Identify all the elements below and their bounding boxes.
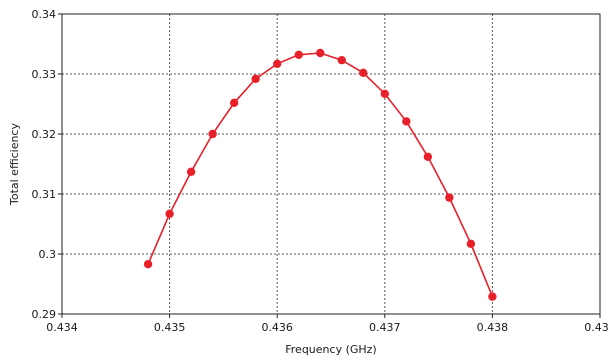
y-tick-label: 0.29 (32, 308, 57, 321)
data-point (251, 74, 260, 84)
data-point (229, 98, 239, 108)
y-axis-title: Total efficiency (8, 123, 21, 206)
x-tick-label: 0.434 (46, 321, 78, 334)
data-point (359, 68, 368, 78)
data-point (273, 59, 282, 68)
data-points (143, 48, 497, 301)
series-line (147, 52, 494, 297)
grid (62, 14, 600, 314)
data-point (165, 209, 174, 218)
y-tick-label: 0.32 (32, 128, 57, 141)
data-point (423, 152, 433, 161)
y-tick-label: 0.34 (32, 8, 57, 21)
data-point (143, 260, 153, 269)
data-point (445, 193, 454, 202)
y-tick-label: 0.33 (32, 68, 57, 81)
x-tick-label: 0.437 (369, 321, 401, 334)
y-axis-ticks: 0.29 0.3 0.31 0.32 0.33 0.34 (32, 8, 62, 321)
x-tick-label: 0.435 (154, 321, 186, 334)
x-tick-label: 0.438 (477, 321, 509, 334)
data-point (337, 56, 346, 65)
y-tick-label: 0.3 (39, 248, 57, 261)
data-point (466, 239, 476, 248)
plot-area-frame (61, 13, 601, 315)
x-axis-title: Frequency (GHz) (285, 343, 376, 356)
x-axis-ticks: 0.434 0.435 0.436 0.437 0.438 0.439 (46, 314, 609, 334)
data-point (402, 117, 411, 126)
data-point (294, 50, 303, 59)
x-tick-label: 0.439 (584, 321, 609, 334)
y-tick-label: 0.31 (32, 188, 57, 201)
data-point (316, 48, 325, 58)
data-point (208, 129, 217, 139)
data-point (186, 167, 196, 176)
data-point (380, 89, 389, 99)
x-tick-label: 0.436 (261, 321, 293, 334)
data-point (488, 292, 497, 301)
